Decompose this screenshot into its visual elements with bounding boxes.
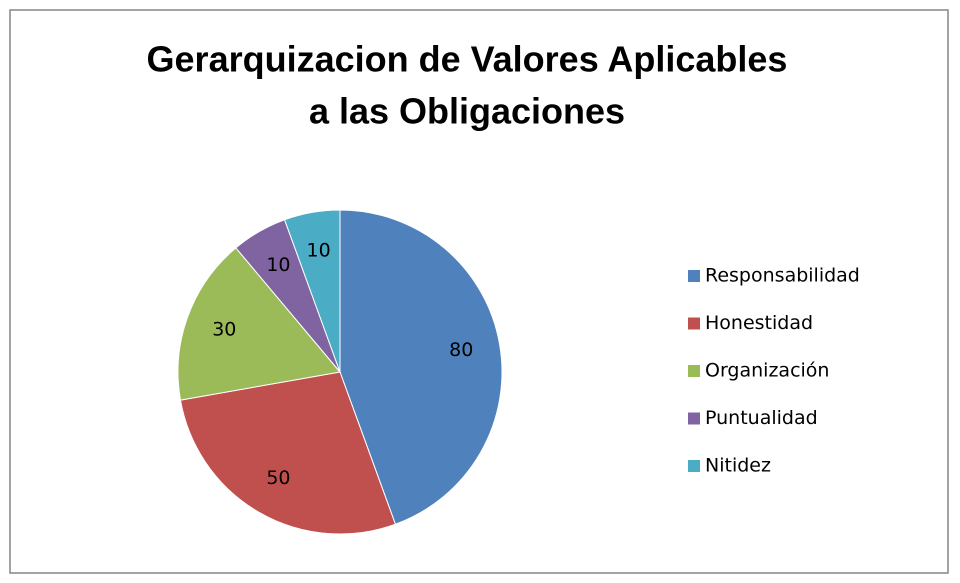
legend-label: Puntualidad <box>705 407 818 429</box>
data-label: 80 <box>449 339 473 361</box>
legend-label: Organización <box>705 360 829 382</box>
pie-slice <box>177 247 341 401</box>
legend-swatch <box>688 270 700 282</box>
legend-label: Honestidad <box>705 312 813 334</box>
legend-swatch <box>688 317 700 330</box>
chart-title: a las Obligaciones <box>309 91 625 132</box>
legend-swatch <box>688 365 700 377</box>
legend-label: Nitidez <box>705 455 771 477</box>
pie-slice <box>339 209 503 525</box>
legend-swatch <box>688 412 700 425</box>
legend-swatch <box>688 460 700 472</box>
chart-title: Gerarquizacion de Valores Aplicables <box>147 39 788 80</box>
data-label: 10 <box>266 254 290 276</box>
pie-slice <box>179 371 397 535</box>
legend-label: Responsabilidad <box>705 265 860 287</box>
data-label: 50 <box>266 467 290 489</box>
pie-slice <box>283 209 341 373</box>
data-label: 10 <box>307 239 331 261</box>
data-label: 30 <box>212 318 236 340</box>
